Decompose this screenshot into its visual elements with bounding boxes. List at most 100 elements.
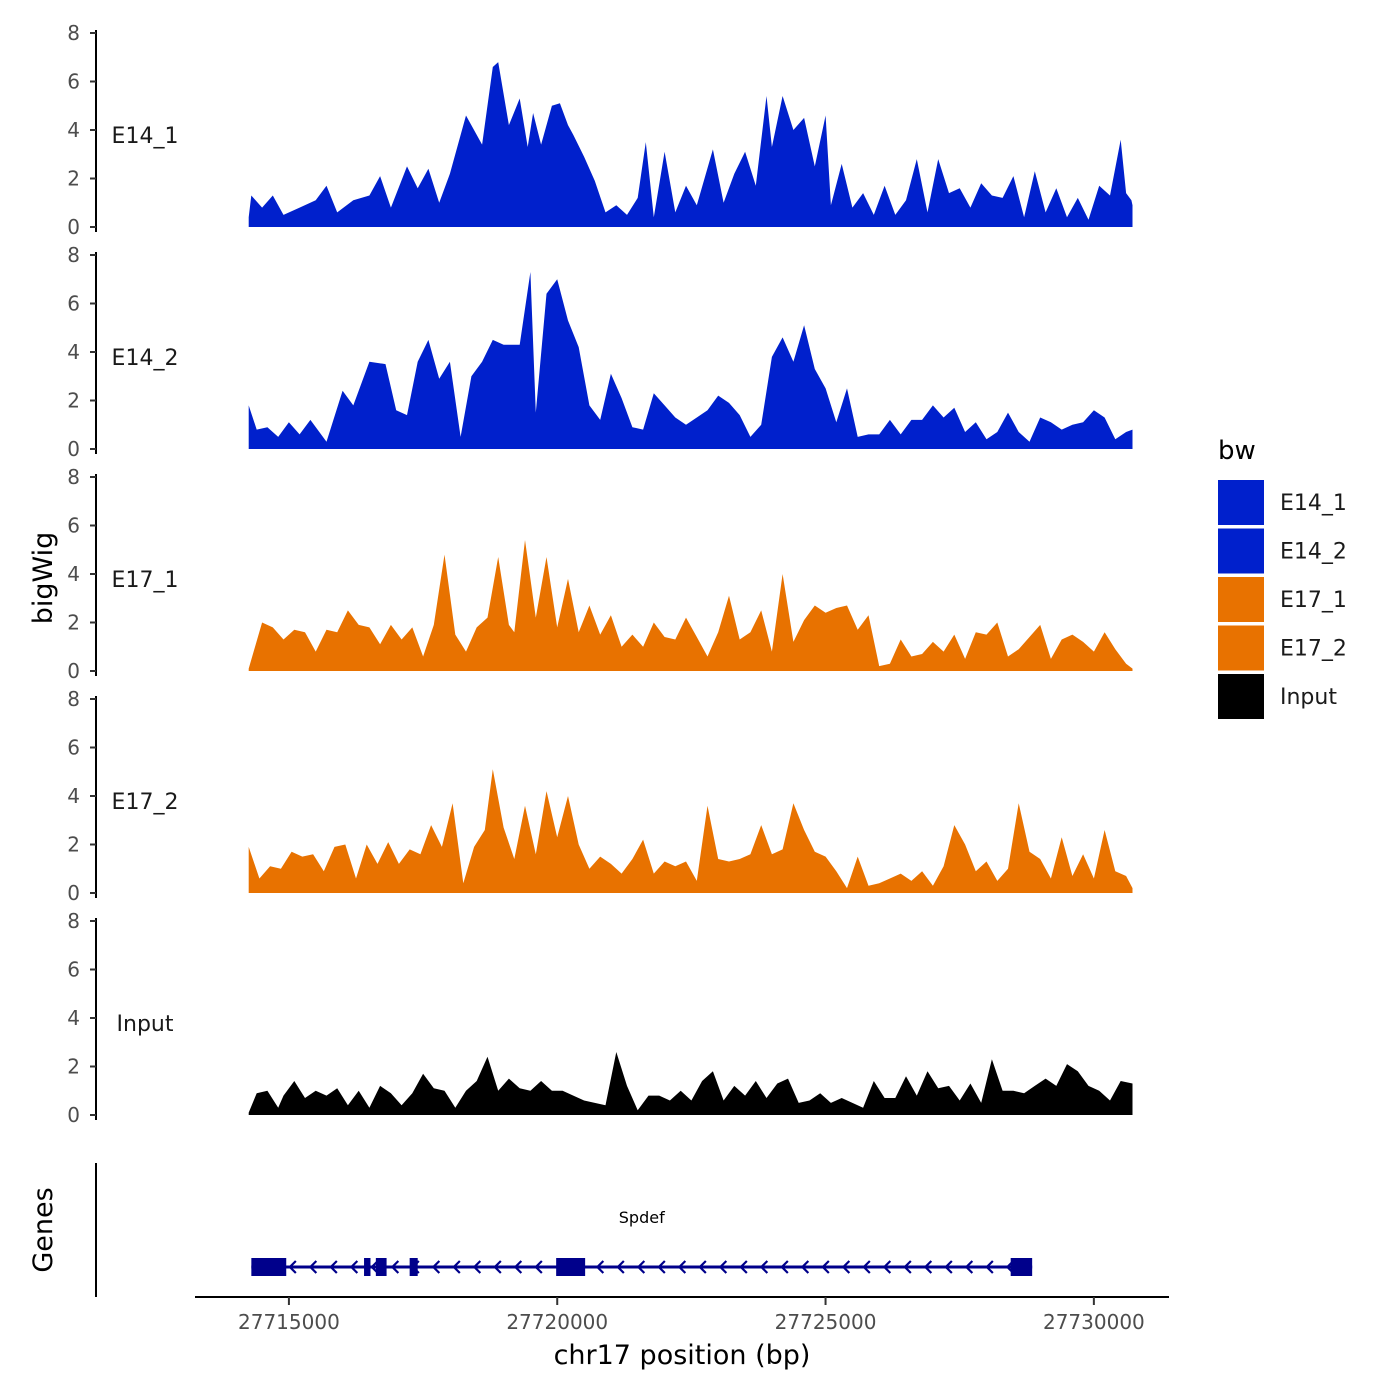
genes-panel: Genes Spdef	[28, 1163, 1033, 1297]
strand-arrow	[677, 1260, 687, 1274]
legend-label: E14_1	[1280, 491, 1347, 516]
gene-name-label: Spdef	[619, 1208, 665, 1227]
strand-arrow	[903, 1260, 912, 1274]
x-tick-label: 27725000	[775, 1310, 877, 1334]
x-tick-label: 27715000	[238, 1310, 340, 1334]
x-tick-label: 27720000	[506, 1310, 608, 1334]
legend-label: Input	[1280, 685, 1337, 710]
y-tick-label: 4	[67, 562, 80, 586]
legend-swatch	[1218, 625, 1264, 671]
y-tick-label: 4	[67, 340, 80, 364]
legend-swatch	[1218, 480, 1264, 525]
track-label: E14_2	[112, 346, 179, 371]
y-tick-label: 2	[67, 1055, 80, 1079]
y-tick-label: 0	[67, 1103, 80, 1127]
legend-item-E14_2: E14_2	[1218, 528, 1347, 574]
x-tick-label: 27730000	[1043, 1310, 1145, 1334]
strand-arrow	[985, 1260, 994, 1274]
x-axis-title: chr17 position (bp)	[554, 1340, 811, 1371]
legend-label: E14_2	[1280, 540, 1347, 565]
y-tick-label: 0	[67, 881, 80, 905]
strand-arrow	[513, 1260, 523, 1274]
y-tick-label: 6	[67, 514, 80, 538]
track-E14_2: 0 2 4 6 8 E14_2	[67, 243, 1133, 461]
legend-swatch	[1218, 528, 1264, 574]
legend-item-E17_1: E17_1	[1218, 577, 1347, 622]
y-tick-label: 6	[67, 958, 80, 982]
legend-label: E17_1	[1280, 588, 1347, 613]
y-tick-label: 6	[67, 292, 80, 316]
strand-arrow	[431, 1260, 441, 1274]
gene-exon	[556, 1258, 586, 1276]
y-axis-title: bigWig	[28, 532, 59, 625]
track-E17_2: 0 2 4 6 8 E17_2	[67, 687, 1133, 905]
legend-item-E17_2: E17_2	[1218, 625, 1347, 671]
strand-arrow	[329, 1260, 338, 1274]
y-tick-label: 0	[67, 437, 80, 461]
strand-arrow	[349, 1260, 359, 1274]
legend: bw E14_1 E14_2 E17_1 E17_2 Input	[1218, 436, 1347, 719]
strand-arrow	[944, 1260, 953, 1274]
signal-area-E17_1	[248, 540, 1133, 671]
strand-arrow	[595, 1260, 605, 1274]
track-label: E17_2	[112, 790, 179, 815]
genes-axis-title: Genes	[28, 1187, 59, 1272]
strand-arrow	[739, 1260, 748, 1274]
track-E14_1: 0 2 4 6 8 E14_1	[67, 21, 1133, 239]
legend-swatch	[1218, 674, 1264, 719]
strand-arrow	[759, 1260, 769, 1274]
y-tick-label: 2	[67, 389, 80, 413]
y-tick-label: 0	[67, 215, 80, 239]
strand-arrow	[964, 1260, 974, 1274]
legend-label: E17_2	[1280, 637, 1347, 662]
strand-arrow	[308, 1260, 318, 1274]
y-tick-label: 4	[67, 784, 80, 808]
strand-arrow	[882, 1260, 892, 1274]
strand-arrow	[698, 1260, 707, 1274]
strand-arrow	[390, 1260, 400, 1274]
legend-title: bw	[1218, 436, 1256, 466]
y-tick-label: 2	[67, 833, 80, 857]
legend-swatch	[1218, 577, 1264, 622]
strand-arrow	[718, 1260, 728, 1274]
y-tick-label: 2	[67, 611, 80, 635]
signal-tracks: 0 2 4 6 8 E14_1 0 2 4 6 8 E14_2 0 2 4 6 8 E17_1 0 2 4 6 8 E17_2…	[67, 21, 1133, 1127]
y-tick-label: 6	[67, 736, 80, 760]
gene-model	[251, 1258, 1033, 1276]
x-axis: 27715000 27720000 27725000 27730000	[195, 1296, 1169, 1334]
strand-arrow	[800, 1260, 810, 1274]
y-tick-label: 4	[67, 118, 80, 142]
track-label: E17_1	[112, 568, 179, 593]
signal-area-E17_2	[248, 769, 1133, 893]
track-E17_1: 0 2 4 6 8 E17_1	[67, 465, 1133, 683]
strand-arrow	[923, 1260, 933, 1274]
y-tick-label: 4	[67, 1006, 80, 1030]
track-label: Input	[117, 1012, 174, 1037]
y-tick-label: 8	[67, 21, 80, 45]
signal-area-E14_1	[248, 62, 1133, 227]
y-tick-label: 8	[67, 687, 80, 711]
gene-exon	[375, 1258, 387, 1276]
signal-area-E14_2	[248, 272, 1133, 449]
strand-arrow	[657, 1260, 666, 1274]
gene-exon	[1010, 1258, 1033, 1276]
strand-arrow	[841, 1260, 851, 1274]
gene-exon	[409, 1258, 418, 1276]
track-Input: 0 2 4 6 8 Input	[67, 909, 1133, 1127]
strand-arrow	[472, 1260, 482, 1274]
signal-area-Input	[248, 1052, 1133, 1115]
legend-item-E14_1: E14_1	[1218, 480, 1347, 525]
strand-arrow	[636, 1260, 646, 1274]
strand-arrow	[493, 1260, 502, 1274]
gene-exon	[251, 1258, 287, 1276]
y-tick-label: 0	[67, 659, 80, 683]
gene-exon	[364, 1258, 371, 1276]
strand-arrow	[821, 1260, 830, 1274]
strand-arrow	[534, 1260, 543, 1274]
strand-arrow	[780, 1260, 789, 1274]
strand-arrow	[370, 1260, 379, 1274]
legend-item-Input: Input	[1218, 674, 1337, 719]
y-tick-label: 2	[67, 167, 80, 191]
strand-arrow	[616, 1260, 625, 1274]
